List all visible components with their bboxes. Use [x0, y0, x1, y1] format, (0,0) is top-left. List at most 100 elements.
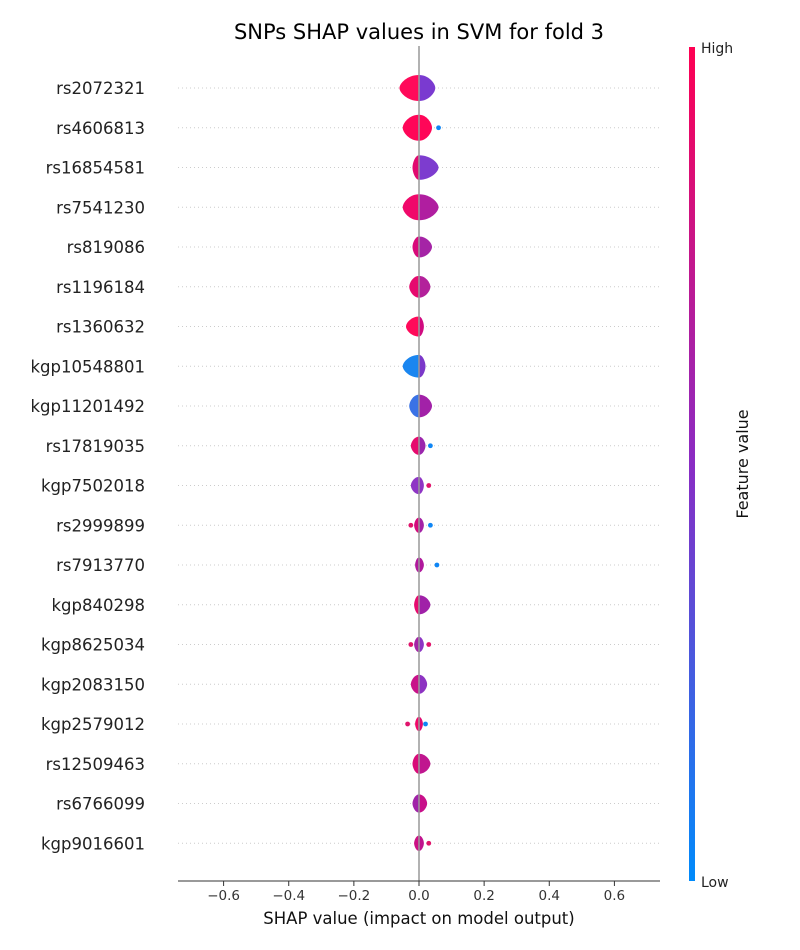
feature-label: rs2072321 — [56, 79, 145, 98]
feature-row: kgp7502018 — [41, 477, 660, 496]
x-tick-label: −0.6 — [207, 888, 240, 904]
feature-row: rs2999899 — [56, 516, 660, 535]
violin-right-half — [419, 236, 433, 258]
feature-row: rs1360632 — [56, 316, 660, 337]
feature-label: rs17819035 — [46, 437, 145, 456]
feature-rows: rs2072321 rs4606813 rs16854581 rs7541230 rs8… — [31, 75, 660, 853]
feature-row: rs819086 — [67, 236, 660, 258]
feature-label: rs7913770 — [56, 556, 145, 575]
violin-right-half — [419, 75, 436, 101]
feature-row: kgp2579012 — [41, 715, 660, 734]
outlier-point — [436, 125, 441, 131]
violin-left-half — [410, 476, 419, 495]
outlier-point — [426, 840, 432, 846]
feature-label: rs1196184 — [56, 278, 145, 297]
x-axis: −0.6 −0.4 −0.2 0.0 0.2 0.4 0.6 SHAP value (imp… — [178, 880, 660, 928]
violin-left-half — [415, 557, 419, 573]
feature-label: kgp10548801 — [31, 357, 146, 376]
violin-right-half — [419, 716, 423, 732]
feature-row: kgp2083150 — [41, 674, 660, 694]
feature-row: rs17819035 — [46, 436, 660, 456]
violin-right-half — [419, 517, 424, 533]
feature-row: kgp9016601 — [41, 834, 660, 853]
violin-left-half — [412, 794, 419, 813]
outlier-point — [426, 483, 432, 488]
violin-right-half — [419, 114, 433, 141]
x-tick-label: 0.0 — [408, 888, 429, 904]
violin-left-half — [414, 517, 419, 533]
feature-row: rs6766099 — [56, 794, 660, 814]
feature-label: kgp2083150 — [41, 675, 145, 694]
x-tick-label: 0.2 — [473, 888, 494, 904]
violin-right-half — [419, 275, 431, 298]
colorbar-low-label: Low — [701, 875, 729, 891]
violin-left-half — [402, 194, 419, 221]
feature-label: rs7541230 — [56, 198, 145, 217]
violin-left-half — [405, 316, 419, 337]
violin-right-half — [419, 595, 431, 615]
violin-right-half — [419, 316, 424, 337]
feature-label: kgp8625034 — [41, 636, 145, 655]
violin-left-half — [410, 436, 419, 455]
feature-row: rs12509463 — [46, 753, 660, 774]
violin-right-half — [419, 753, 431, 774]
feature-label: rs6766099 — [56, 795, 145, 814]
violin-right-half — [419, 794, 428, 813]
colorbar-title: Feature value — [733, 409, 752, 518]
violin-left-half — [412, 155, 419, 180]
feature-row: kgp840298 — [52, 595, 660, 615]
x-tick-label: 0.6 — [604, 888, 625, 904]
outlier-point — [408, 642, 414, 647]
violin-left-half — [414, 636, 419, 653]
x-ticks: −0.6 −0.4 −0.2 0.0 0.2 0.4 0.6 — [207, 881, 625, 904]
violin-right-half — [419, 476, 424, 495]
x-tick-label: −0.4 — [272, 888, 305, 904]
outlier-point — [405, 721, 411, 727]
violin-right-half — [419, 194, 439, 221]
violin-left-half — [414, 595, 419, 615]
feature-row: rs4606813 — [56, 114, 660, 141]
violin-left-half — [412, 753, 419, 774]
feature-row: rs16854581 — [46, 155, 660, 180]
violin-left-half — [409, 394, 419, 418]
feature-label: rs819086 — [67, 238, 145, 257]
chart-title: SNPs SHAP values in SVM for fold 3 — [234, 20, 604, 44]
feature-row: rs1196184 — [56, 275, 660, 298]
feature-label: kgp2579012 — [41, 715, 145, 734]
feature-label: kgp840298 — [52, 596, 146, 615]
violin-right-half — [419, 394, 433, 418]
colorbar: High Low Feature value — [689, 41, 752, 891]
feature-row: kgp10548801 — [31, 354, 660, 378]
outlier-point — [426, 642, 432, 647]
feature-label: rs2999899 — [56, 516, 145, 535]
feature-row: kgp8625034 — [41, 636, 660, 655]
violin-right-half — [419, 636, 424, 653]
feature-row: rs7913770 — [56, 556, 660, 575]
x-tick-label: 0.4 — [539, 888, 560, 904]
outlier-point — [423, 721, 428, 727]
violin-right-half — [419, 835, 424, 851]
feature-label: kgp11201492 — [31, 397, 146, 416]
x-tick-label: −0.2 — [337, 888, 370, 904]
feature-label: rs1360632 — [56, 318, 145, 337]
x-axis-title: SHAP value (impact on model output) — [263, 909, 574, 928]
violin-right-half — [419, 674, 428, 694]
violin-right-half — [419, 436, 426, 455]
violin-right-half — [419, 557, 424, 573]
feature-label: rs16854581 — [46, 159, 145, 178]
outlier-point — [434, 562, 440, 568]
feature-label: rs12509463 — [46, 755, 145, 774]
violin-left-half — [402, 114, 419, 141]
violin-left-half — [399, 75, 419, 101]
violin-left-half — [415, 716, 419, 732]
feature-row: kgp11201492 — [31, 394, 660, 418]
feature-row: rs7541230 — [56, 194, 660, 221]
feature-label: rs4606813 — [56, 119, 145, 138]
outlier-point — [427, 522, 433, 528]
violin-left-half — [402, 354, 419, 378]
feature-label: kgp9016601 — [41, 834, 145, 853]
violin-left-half — [414, 835, 419, 851]
feature-row: rs2072321 — [56, 75, 660, 101]
colorbar-high-label: High — [701, 41, 733, 57]
